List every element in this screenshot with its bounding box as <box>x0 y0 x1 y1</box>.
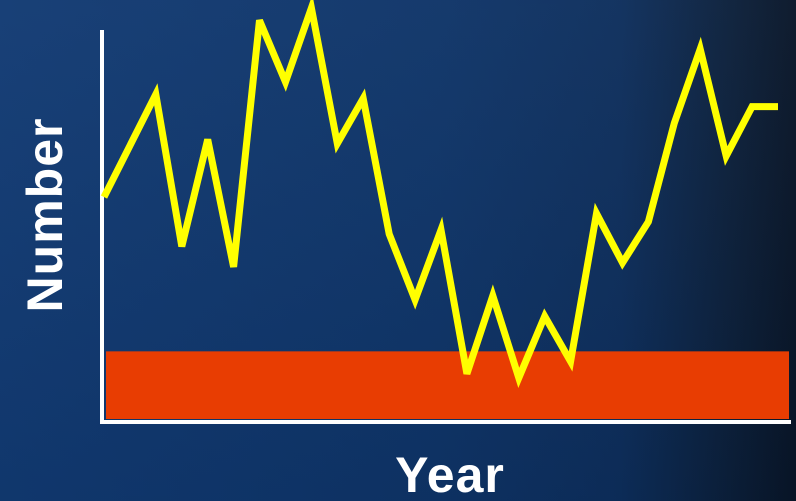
x-axis-label: Year <box>395 447 505 501</box>
band-layer <box>106 351 789 419</box>
y-axis-label: Number <box>17 117 73 313</box>
series-line-0 <box>100 0 778 389</box>
axis-layer <box>100 30 791 424</box>
threshold-band <box>106 351 789 419</box>
series-layer <box>100 0 778 389</box>
